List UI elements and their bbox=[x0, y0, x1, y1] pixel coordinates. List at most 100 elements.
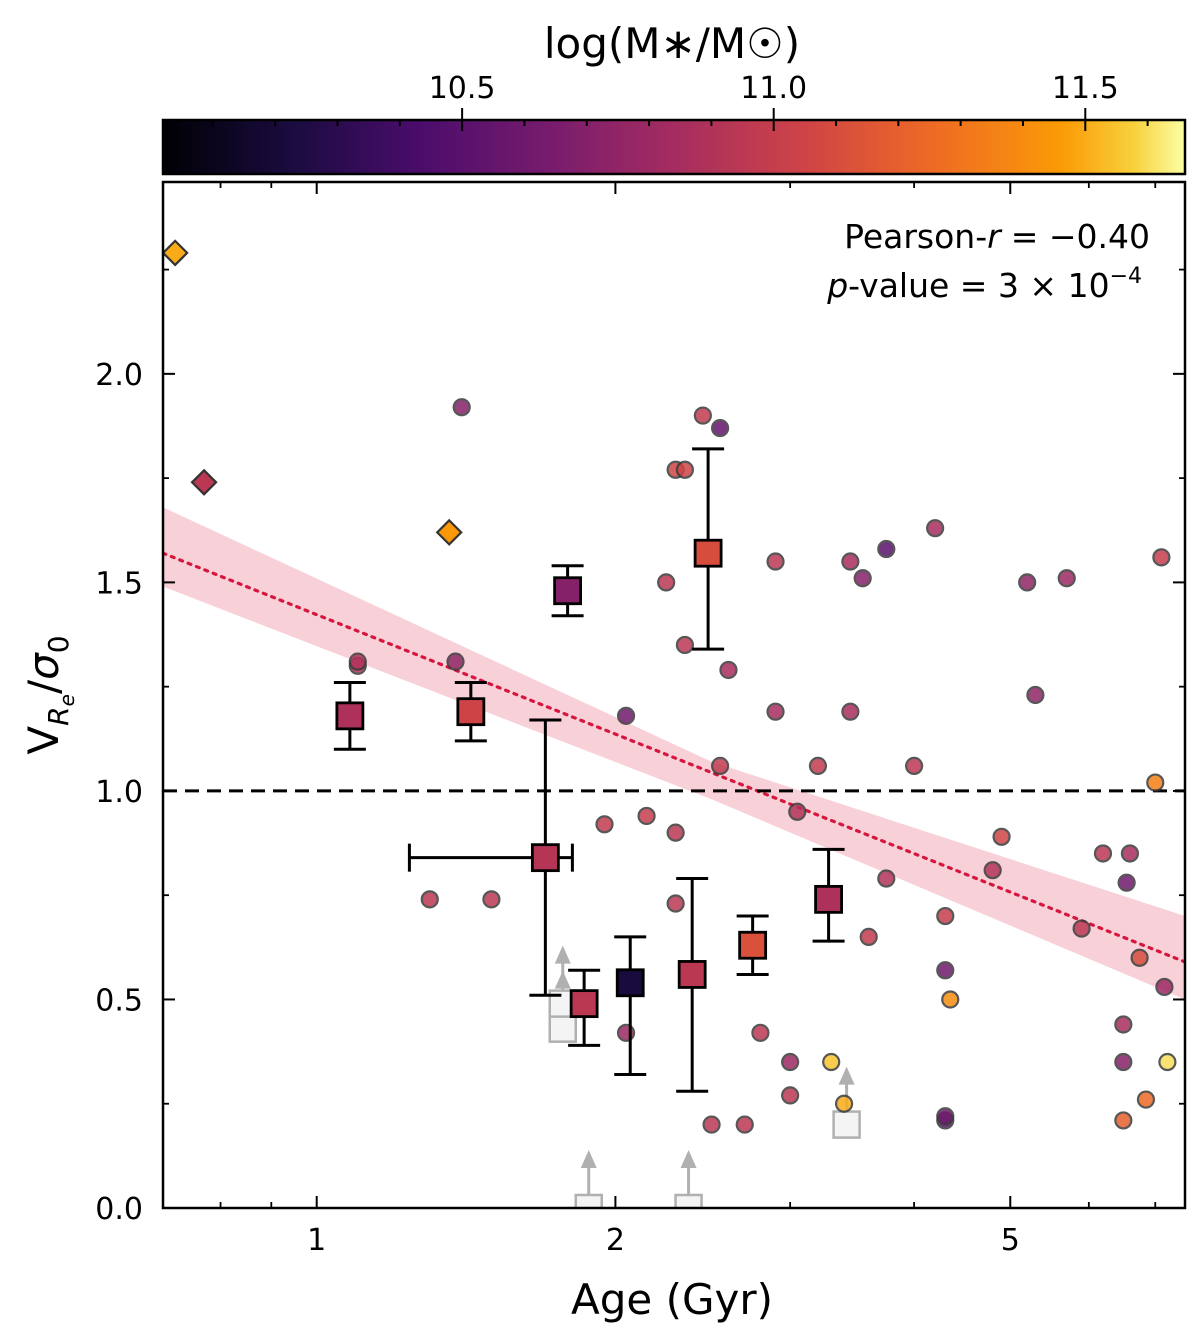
y-tick-label: 0.5 bbox=[95, 983, 143, 1018]
circle-point bbox=[983, 861, 1002, 880]
circle-point bbox=[666, 894, 685, 913]
plot-frame bbox=[161, 180, 1187, 1210]
diamond-point bbox=[435, 518, 463, 546]
colorbar-gradient bbox=[161, 118, 1187, 176]
circle-point bbox=[595, 815, 614, 834]
circle-point bbox=[446, 652, 465, 671]
axis-ticks: 0.0 0.5 1.0 1.5 2.0 1 2 5 bbox=[95, 182, 1185, 1258]
circle-point bbox=[751, 1023, 770, 1042]
circle-point bbox=[1093, 844, 1113, 863]
fit-confidence-band bbox=[163, 507, 1185, 1000]
circle-point bbox=[992, 827, 1011, 846]
lower-limit-marker bbox=[674, 1193, 703, 1208]
circle-point bbox=[859, 927, 878, 947]
circle-point bbox=[1026, 685, 1045, 705]
circle-point bbox=[1152, 548, 1171, 567]
circle-point bbox=[941, 990, 960, 1009]
diamond-point bbox=[190, 468, 218, 496]
lower-limit-arrowhead bbox=[838, 1066, 855, 1085]
x-tick-label: 2 bbox=[606, 1223, 625, 1258]
circle-point bbox=[482, 890, 501, 909]
circle-point bbox=[877, 539, 896, 559]
circle-point bbox=[1114, 1015, 1133, 1034]
square-point bbox=[615, 968, 645, 998]
square-point bbox=[553, 576, 583, 606]
lower-limit-marker bbox=[574, 1193, 603, 1208]
circle-point bbox=[702, 1115, 721, 1134]
y-tick-label: 1.0 bbox=[95, 775, 143, 810]
diamond-point bbox=[163, 239, 189, 267]
circle-point bbox=[936, 961, 955, 980]
circle-point bbox=[905, 756, 924, 776]
circle-point bbox=[936, 1107, 955, 1126]
colorbar-tick-label: 11.5 bbox=[1052, 71, 1119, 106]
circle-point bbox=[1136, 1090, 1156, 1109]
square-point bbox=[530, 843, 560, 873]
circle-point bbox=[675, 635, 695, 655]
circle-point bbox=[1057, 569, 1076, 588]
y-tick-label: 2.0 bbox=[95, 358, 143, 393]
circle-point bbox=[675, 460, 695, 479]
square-point bbox=[814, 884, 843, 914]
statistics-annotation: Pearson-r = −0.40 p-value = 3 × 10−4 bbox=[826, 217, 1150, 305]
circle-point bbox=[637, 806, 656, 826]
circle-point bbox=[766, 552, 785, 571]
circle-point bbox=[1146, 773, 1165, 792]
y-tick-label: 1.5 bbox=[95, 566, 143, 601]
circle-point bbox=[877, 869, 896, 888]
circle-point bbox=[666, 823, 685, 842]
circle-point bbox=[926, 519, 945, 538]
x-axis-label: Age (Gyr) bbox=[571, 1275, 773, 1324]
x-tick-label: 1 bbox=[307, 1223, 326, 1258]
pvalue-annotation: p-value = 3 × 10−4 bbox=[826, 264, 1142, 305]
square-point bbox=[335, 701, 365, 731]
x-tick-label: 5 bbox=[1001, 1223, 1020, 1258]
circle-point bbox=[1114, 1052, 1133, 1072]
circle-point bbox=[348, 652, 367, 671]
colorbar: log(M∗/M☉) 10.5 11.0 11.5 bbox=[161, 19, 1187, 176]
circle-point bbox=[711, 418, 730, 438]
circle-point bbox=[711, 756, 730, 776]
plot-area: 0.0 0.5 1.0 1.5 2.0 1 2 5 bbox=[95, 180, 1187, 1258]
lower-limit-marker bbox=[548, 1014, 578, 1043]
colorbar-tick-label: 11.0 bbox=[740, 71, 807, 106]
circle-point bbox=[735, 1115, 754, 1134]
square-point bbox=[677, 960, 707, 989]
circle-point bbox=[452, 398, 471, 417]
circle-point bbox=[808, 756, 828, 776]
lower-limit-arrowhead bbox=[554, 945, 571, 964]
circle-point bbox=[841, 702, 860, 721]
square-point bbox=[738, 930, 768, 960]
data-markers bbox=[163, 239, 1177, 1208]
circle-point bbox=[853, 569, 872, 588]
lower-limit-arrowhead bbox=[580, 1150, 597, 1168]
circle-point bbox=[1018, 573, 1037, 592]
circle-point bbox=[834, 1094, 854, 1113]
circle-point bbox=[420, 890, 439, 909]
colorbar-label: log(M∗/M☉) bbox=[544, 19, 800, 68]
circle-point bbox=[1120, 844, 1140, 863]
square-point bbox=[569, 989, 599, 1019]
circle-point bbox=[719, 660, 738, 680]
square-point bbox=[693, 538, 723, 568]
circle-point bbox=[936, 906, 955, 926]
y-axis-label: VRe/σ0 bbox=[19, 635, 79, 754]
circle-point bbox=[1114, 1111, 1133, 1130]
circle-point bbox=[1072, 919, 1091, 938]
circle-point bbox=[657, 573, 676, 592]
circle-point bbox=[1158, 1052, 1177, 1072]
circle-point bbox=[781, 1052, 800, 1072]
lower-limit-arrowhead bbox=[680, 1150, 697, 1168]
colorbar-tick-label: 10.5 bbox=[429, 71, 496, 106]
lower-limit-marker bbox=[832, 1110, 861, 1139]
y-tick-label: 0.0 bbox=[95, 1192, 143, 1227]
circle-point bbox=[1155, 977, 1174, 997]
circle-point bbox=[781, 1086, 800, 1105]
colorbar-ticks: 10.5 11.0 11.5 bbox=[211, 71, 1149, 131]
circle-point bbox=[766, 702, 785, 721]
pearson-annotation: Pearson-r = −0.40 bbox=[844, 217, 1150, 256]
circle-point bbox=[788, 802, 807, 821]
circle-point bbox=[1130, 948, 1149, 967]
fit-line bbox=[163, 551, 1185, 964]
